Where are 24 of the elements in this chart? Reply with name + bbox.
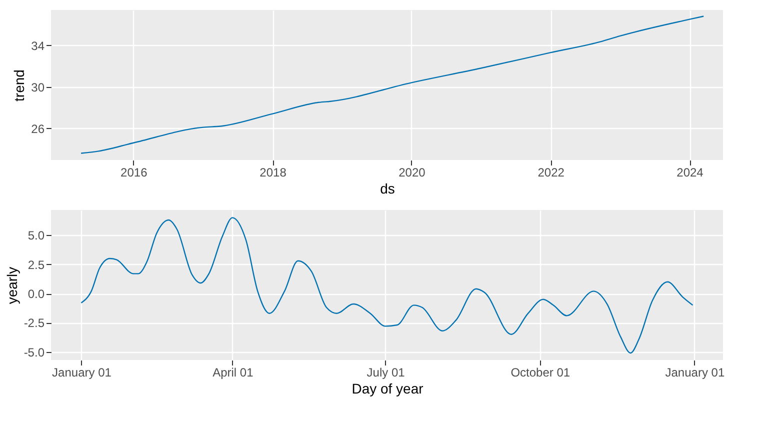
y-tick-label: 34 — [31, 38, 45, 53]
y-tick-label: -5.0 — [24, 345, 45, 360]
x-tick-label: October 01 — [510, 366, 570, 380]
x-tick-label: 2016 — [120, 166, 148, 180]
x-axis-title: Day of year — [352, 380, 424, 396]
x-tick-label: April 01 — [212, 366, 254, 380]
y-tick-label: 30 — [31, 80, 45, 94]
x-tick-label: 2024 — [676, 166, 704, 180]
x-axis-title: ds — [380, 180, 395, 196]
y-tick-label: 5.0 — [28, 228, 45, 243]
y-tick-label: 26 — [31, 122, 45, 136]
y-tick-label: 2.5 — [28, 258, 45, 272]
x-tick-label: January 01 — [52, 366, 112, 380]
y-tick-label: 0.0 — [28, 287, 45, 302]
y-tick-label: -2.5 — [24, 316, 45, 330]
x-tick-label: July 01 — [366, 366, 406, 380]
x-tick-label: 2018 — [260, 166, 287, 180]
x-tick-label: 2020 — [398, 166, 426, 180]
y-axis-title: yearly — [4, 266, 20, 304]
line-series — [80, 16, 704, 154]
y-axis-title: trend — [11, 70, 28, 102]
line-series — [80, 217, 694, 354]
x-tick-label: January 01 — [665, 366, 725, 380]
x-tick-label: 2022 — [538, 166, 565, 180]
